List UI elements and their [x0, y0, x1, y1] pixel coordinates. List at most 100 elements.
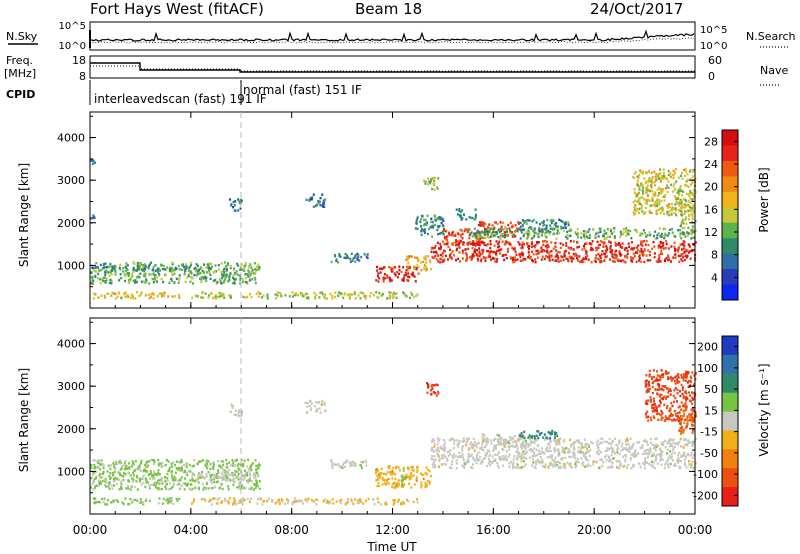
- time-x-axis: 00:00 04:00 08:00 12:00 16:00 20:00 00:00: [73, 112, 713, 537]
- power-colorbar-swatch-8: [722, 253, 738, 270]
- freq-tick-high: 18: [72, 54, 86, 67]
- power-ytick-2: 3000: [57, 174, 85, 187]
- velocity-region-0: [90, 458, 261, 491]
- velocity-colorbar-tick-1: 100: [697, 362, 718, 375]
- velocity-colorbar-tick-6: -100: [693, 468, 718, 481]
- xtick-1: 04:00: [174, 523, 209, 537]
- velocity-colorbar-tick-7: -200: [693, 489, 718, 502]
- velocity-heatmap: [90, 369, 697, 506]
- velocity-ytick-3: 4000: [57, 338, 85, 351]
- power-region-15: [229, 198, 243, 212]
- power-ylabel: Slant Range [km]: [17, 163, 31, 267]
- power-colorbar-swatch-6: [722, 222, 738, 239]
- power-region-7: [423, 176, 440, 191]
- nsky-label: N.Sky: [6, 30, 38, 43]
- beam-title: Beam 18: [355, 0, 422, 18]
- velocity-y-axis: 1000 2000 3000 4000: [57, 321, 695, 494]
- power-colorbar-swatch-0: [722, 130, 738, 146]
- xtick-6: 00:00: [678, 523, 713, 537]
- power-colorbar-swatch-4: [722, 191, 738, 208]
- power-panel-frame: [89, 111, 696, 309]
- velocity-colorbar-swatch-7: [722, 468, 738, 488]
- power-region-13: [455, 208, 477, 221]
- power-colorbar-swatch-3: [722, 176, 738, 193]
- power-ytick-1: 2000: [57, 217, 85, 230]
- velocity-ylabel: Slant Range [km]: [17, 368, 31, 472]
- date-title: 24/Oct/2017: [590, 0, 683, 18]
- velocity-colorbar-tick-5: -50: [700, 447, 718, 460]
- nsearch-series: [89, 36, 694, 46]
- noise-left-tick-low: 10^0: [59, 41, 86, 52]
- velocity-colorbar-swatch-1: [722, 354, 738, 375]
- velocity-colorbar-tick-4: -15: [700, 426, 718, 439]
- noise-panel: [89, 21, 696, 51]
- freq-series: [90, 62, 695, 73]
- velocity-region-13: [678, 403, 697, 435]
- power-region-4: [375, 265, 420, 283]
- power-region-20: [330, 252, 369, 264]
- velocity-region-7: [430, 437, 697, 470]
- nsearch-label: N.Search: [746, 30, 796, 43]
- freq-label-line1: Freq.: [6, 54, 33, 67]
- xtick-5: 20:00: [577, 523, 612, 537]
- noise-left-tick-high: 10^5: [59, 21, 86, 32]
- power-colorbar-tick-5: 24: [704, 158, 718, 171]
- power-region-17: [677, 198, 697, 230]
- freq-label-line2: [MHz]: [4, 67, 36, 80]
- power-colorbar-swatch-9: [722, 269, 738, 286]
- xtick-2: 08:00: [274, 523, 309, 537]
- power-colorbar-swatch-2: [722, 160, 738, 177]
- velocity-region-3: [191, 497, 419, 506]
- power-colorbar-tick-6: 28: [704, 135, 718, 148]
- power-colorbar-swatch-5: [722, 207, 738, 224]
- power-ytick-3: 4000: [57, 132, 85, 145]
- velocity-region-2: [92, 497, 181, 506]
- velocity-region-6: [426, 382, 440, 397]
- power-colorbar: 4 8 12 16 20 24 28: [704, 129, 739, 301]
- power-region-14: [305, 193, 327, 208]
- station-title: Fort Hays West (fitACF): [90, 0, 264, 18]
- velocity-colorbar-tick-2: 50: [704, 383, 718, 396]
- power-region-12: [519, 218, 571, 234]
- power-colorbar-swatch-1: [722, 145, 738, 162]
- power-region-5: [405, 255, 432, 272]
- freq-panel: [89, 55, 696, 79]
- velocity-region-9: [519, 429, 559, 440]
- velocity-region-5: [400, 467, 407, 486]
- xlabel: Time UT: [366, 540, 417, 554]
- power-ytick-0: 1000: [57, 259, 85, 272]
- freq-tick-low: 8: [79, 70, 86, 83]
- noise-right-tick-low: 10^0: [700, 41, 727, 52]
- velocity-region-14: [330, 459, 368, 470]
- power-colorbar-swatch-7: [722, 238, 738, 255]
- nsky-series: [89, 29, 695, 44]
- velocity-region-11: [229, 403, 244, 418]
- power-region-18: [90, 159, 96, 165]
- power-colorbar-tick-3: 16: [704, 203, 718, 216]
- cpid-mode-1: normal (fast) 151 IF: [243, 83, 362, 97]
- power-region-11: [468, 227, 697, 241]
- velocity-colorbar-swatch-5: [722, 430, 738, 450]
- power-region-16: [632, 167, 697, 217]
- power-colorbar-label: Power [dB]: [757, 167, 771, 232]
- xtick-4: 16:00: [476, 523, 511, 537]
- velocity-colorbar: 200 100 50 15 -15 -50 -100 -200: [693, 335, 739, 507]
- power-region-3: [191, 291, 419, 300]
- velocity-ytick-1: 2000: [57, 423, 85, 436]
- power-heatmap: [90, 159, 697, 300]
- nave-tick-low: 0: [708, 70, 715, 83]
- power-region-19: [90, 214, 96, 220]
- cpid-label: CPID: [6, 88, 35, 101]
- power-region-6: [414, 214, 445, 238]
- nave-series: [90, 65, 695, 72]
- power-colorbar-swatch-10: [722, 284, 738, 301]
- nave-label: Nave: [760, 64, 788, 77]
- velocity-region-12: [644, 369, 697, 423]
- power-colorbar-tick-1: 8: [711, 249, 718, 262]
- power-region-0: [90, 261, 261, 285]
- velocity-colorbar-swatch-2: [722, 373, 738, 394]
- velocity-colorbar-tick-3: 15: [704, 404, 718, 417]
- power-colorbar-tick-4: 20: [704, 181, 718, 194]
- power-colorbar-tick-2: 12: [704, 226, 718, 239]
